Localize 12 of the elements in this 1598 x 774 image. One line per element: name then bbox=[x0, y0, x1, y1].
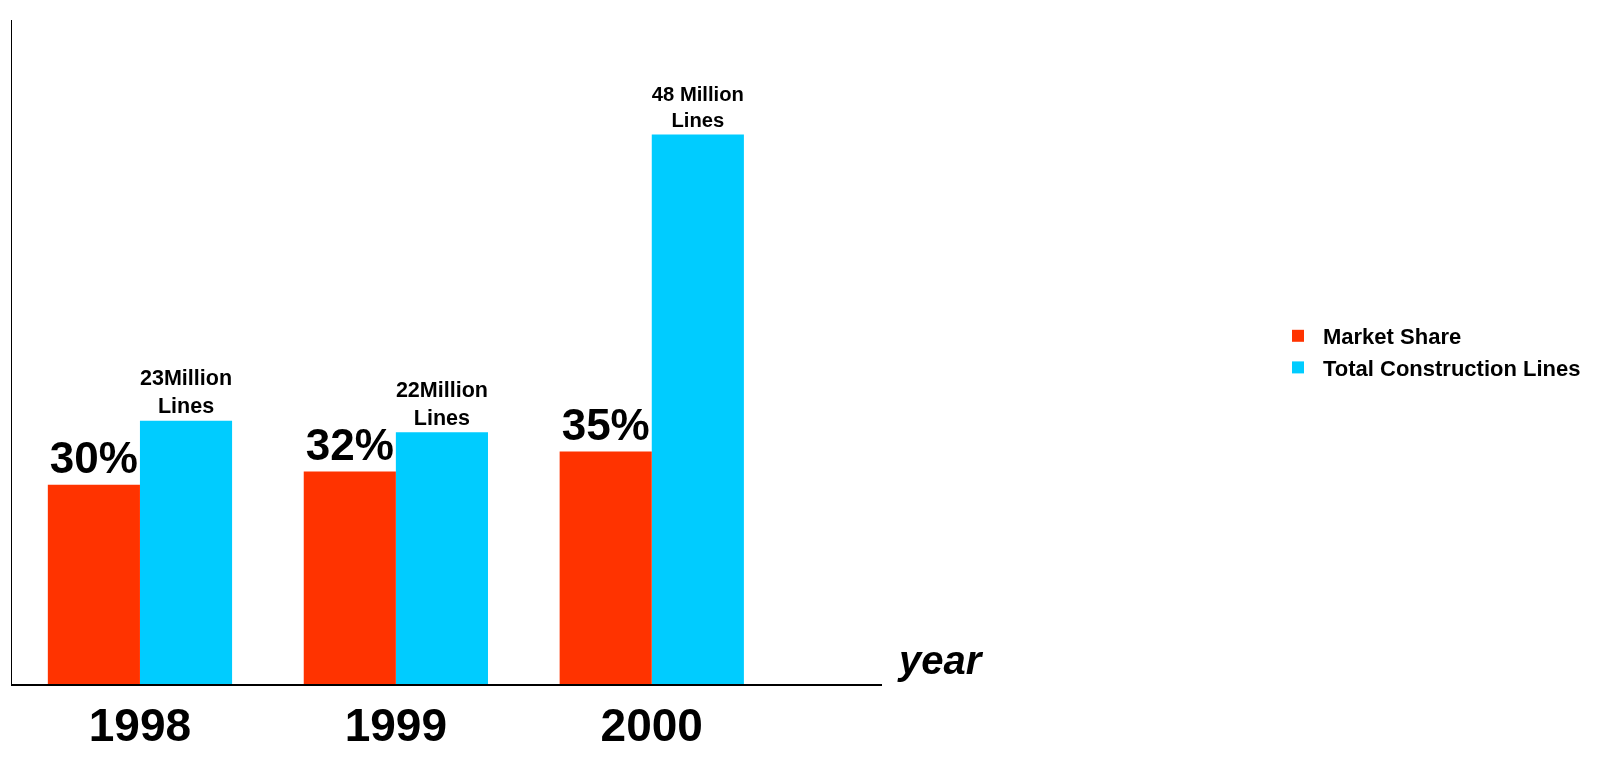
data-label: 48 Million Lines bbox=[651, 83, 744, 132]
x-tick-label: 1999 bbox=[344, 699, 448, 752]
data-label: 35% bbox=[561, 399, 650, 449]
data-label: 30% bbox=[49, 432, 138, 482]
data-label: 23Million Lines bbox=[139, 366, 233, 419]
legend-label: Market Share bbox=[1323, 324, 1462, 350]
legend-label: Total Construction Lines bbox=[1323, 355, 1581, 381]
x-axis-title: year bbox=[897, 638, 984, 682]
data-label: 32% bbox=[305, 419, 394, 469]
x-tick-label: 2000 bbox=[600, 699, 703, 752]
data-label: 22Million Lines bbox=[395, 377, 488, 430]
x-tick-label: 1998 bbox=[88, 699, 192, 752]
